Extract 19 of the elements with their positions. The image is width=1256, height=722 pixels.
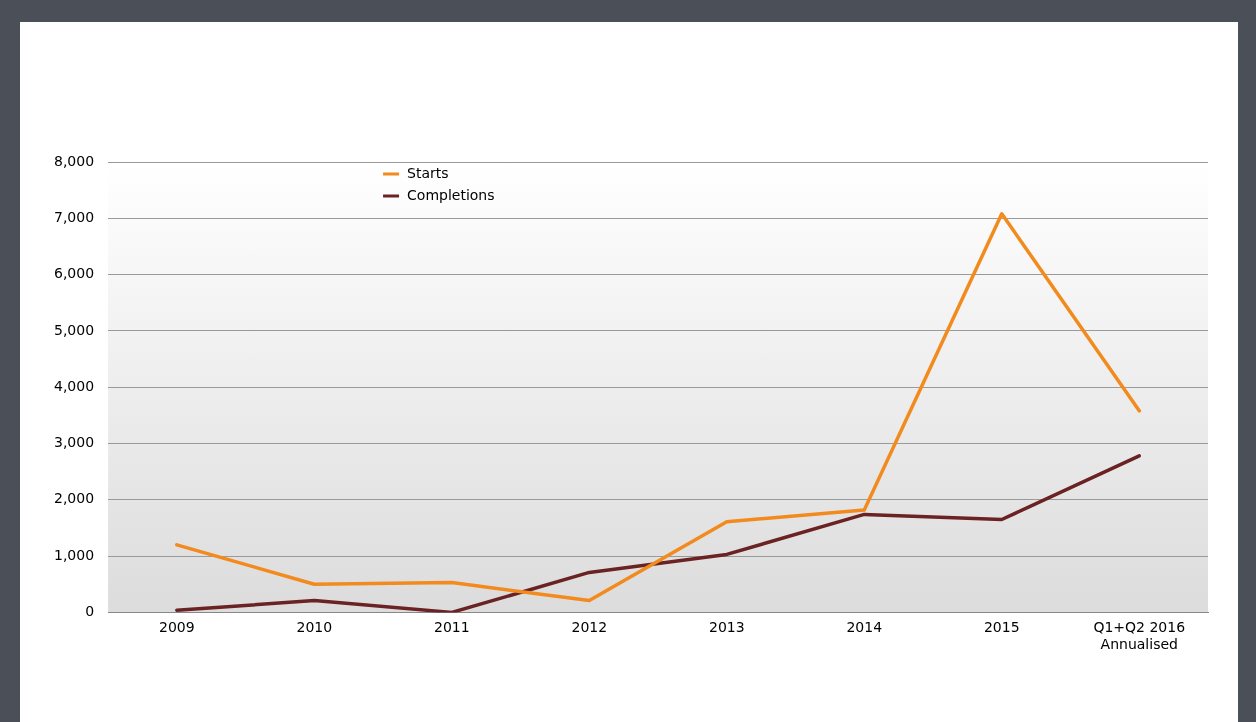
y-tick-label: 6,000 [53,265,95,282]
y-tick-label: 5,000 [53,321,95,338]
y-tick-label: 0 [85,603,95,620]
legend-label: Completions [407,186,495,203]
y-tick-label: 4,000 [53,377,95,394]
y-tick-label: 2,000 [53,490,95,507]
y-tick-label: 8,000 [53,152,95,169]
x-tick-label: 2010 [296,619,333,636]
x-tick-label: 2011 [433,619,470,636]
x-tick-label: 2013 [708,619,745,636]
x-tick-label: 2015 [983,619,1020,636]
y-tick-label: 3,000 [53,434,95,451]
x-tick-label: 2009 [159,619,195,636]
x-tick-label: Q1+Q2 2016 Annualised [1093,619,1186,653]
y-tick-label: 1,000 [53,546,95,563]
x-tick-label: 2014 [846,619,883,636]
x-tick-label: 2012 [571,619,608,636]
y-tick-label: 7,000 [53,208,95,225]
legend-label: Starts [407,164,449,181]
